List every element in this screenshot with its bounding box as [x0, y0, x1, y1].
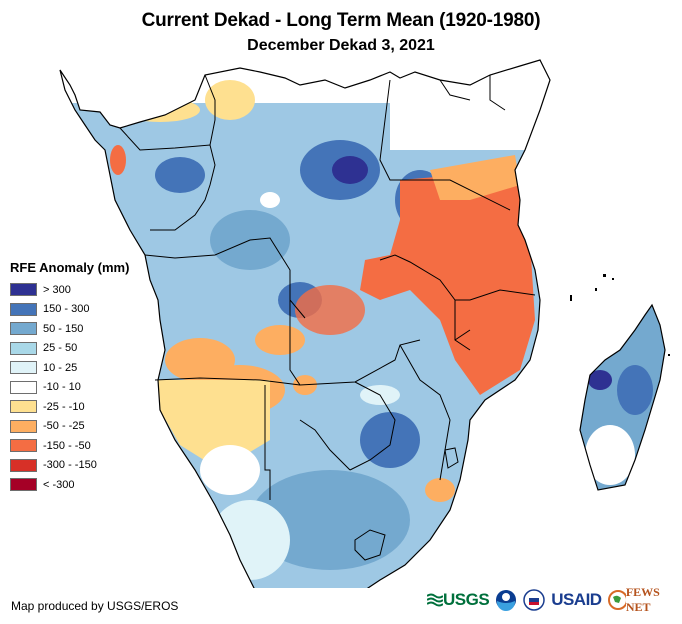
legend-item: -50 - -25 [10, 417, 129, 437]
legend-item: 50 - 150 [10, 319, 129, 339]
map-credit: Map produced by USGS/EROS [11, 599, 179, 613]
legend-label: -10 - 10 [43, 381, 81, 394]
legend-label: 10 - 25 [43, 361, 78, 374]
noaa-logo [495, 589, 517, 611]
islands [570, 274, 670, 356]
legend-label: 50 - 150 [43, 322, 84, 335]
usaid-logo: USAID [551, 590, 602, 609]
madagascar [579, 304, 666, 491]
legend-swatch [10, 400, 37, 414]
legend-item: 150 - 300 [10, 300, 129, 320]
legend-item: -150 - -50 [10, 436, 129, 456]
legend-label: -50 - -25 [43, 420, 85, 433]
legend-swatch [10, 380, 37, 394]
legend-item: 10 - 25 [10, 358, 129, 378]
legend-swatch [10, 458, 37, 472]
legend-item: -25 - -10 [10, 397, 129, 417]
fewsnet-globe-icon [607, 590, 626, 610]
usaid-seal-icon [523, 589, 545, 611]
usgs-wave-icon [427, 593, 443, 607]
anomaly-field [60, 60, 550, 588]
legend-swatch [10, 322, 37, 336]
legend-swatch [10, 439, 37, 453]
legend-item: 25 - 50 [10, 339, 129, 359]
legend-swatch [10, 478, 37, 492]
anomaly-map [59, 59, 670, 588]
legend-label: -25 - -10 [43, 400, 85, 413]
noaa-emblem-icon [496, 590, 517, 611]
legend-swatch [10, 419, 37, 433]
legend: RFE Anomaly (mm) > 300 150 - 300 50 - 150 2… [10, 260, 129, 495]
map-title: Current Dekad - Long Term Mean (1920-198… [141, 10, 541, 31]
fewsnet-logo: FEWS NET [607, 585, 682, 615]
legend-label: 150 - 300 [43, 303, 90, 316]
usaid-seal-logo [523, 589, 545, 611]
legend-label: > 300 [43, 283, 71, 296]
legend-label: -300 - -150 [43, 459, 97, 472]
map-subtitle: December Dekad 3, 2021 [247, 37, 435, 54]
legend-swatch [10, 341, 37, 355]
country-borders [119, 74, 536, 561]
legend-item: -300 - -150 [10, 456, 129, 476]
legend-title: RFE Anomaly (mm) [10, 260, 130, 275]
partner-logos: USGS USAID FEWS NET [427, 585, 682, 615]
legend-swatch [10, 361, 37, 375]
legend-swatch [10, 283, 37, 297]
legend-item: -10 - 10 [10, 378, 129, 398]
legend-label: 25 - 50 [43, 342, 78, 355]
usgs-logo: USGS [427, 590, 490, 610]
legend-item: < -300 [10, 475, 129, 495]
legend-swatch [10, 302, 37, 316]
legend-label: -150 - -50 [43, 439, 91, 452]
legend-label: < -300 [43, 478, 75, 491]
legend-item: > 300 [10, 280, 129, 300]
